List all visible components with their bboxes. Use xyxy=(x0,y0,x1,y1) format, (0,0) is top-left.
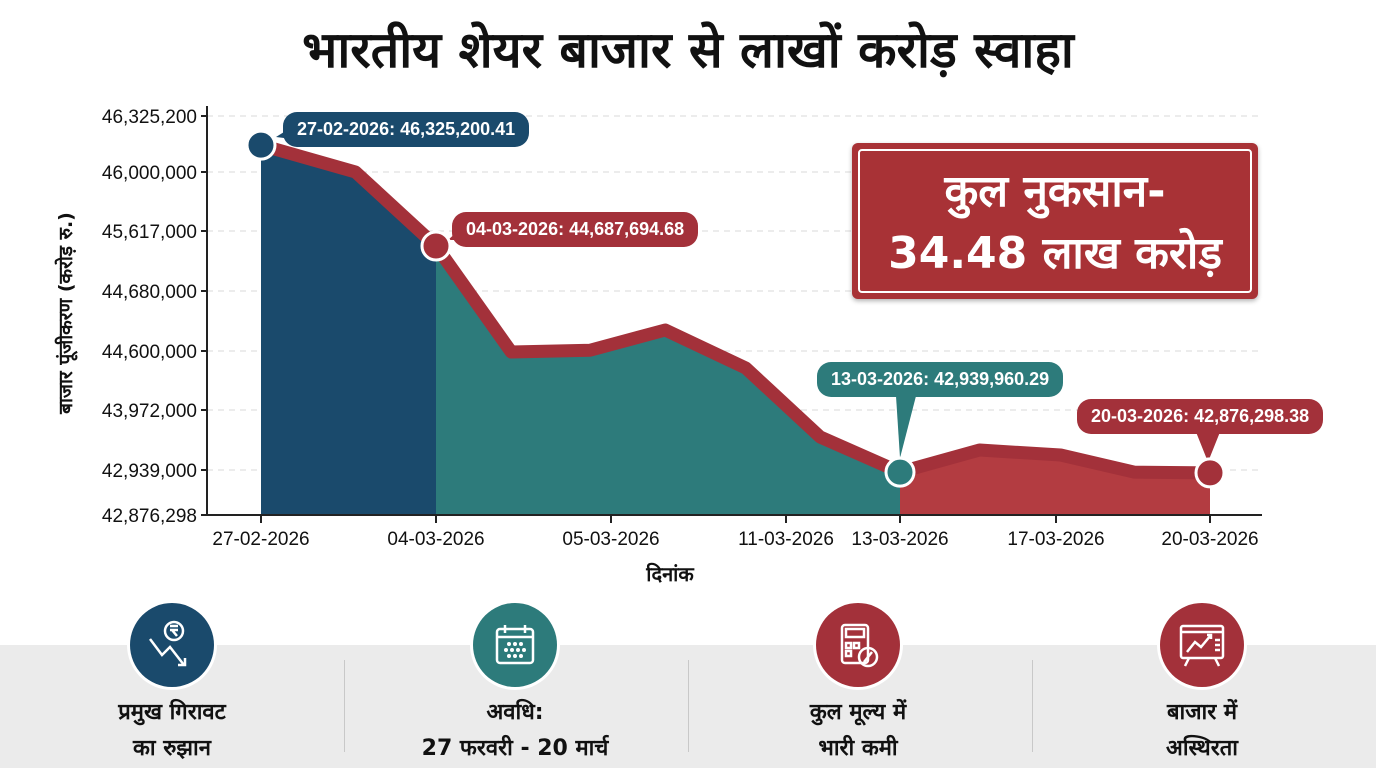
annotation-27-02: 27-02-2026: 46,325,200.41 xyxy=(283,112,530,147)
annotation-13-03: 13-03-2026: 42,939,960.29 xyxy=(817,362,1064,397)
y-tick-label: 45,617,000 xyxy=(102,222,197,243)
feature-line1: कुल मूल्य में xyxy=(809,700,907,725)
calculator-percent-icon xyxy=(816,603,900,687)
rupee-down-trend-icon xyxy=(130,603,214,687)
data-marker xyxy=(884,456,916,488)
feature-period: अवधि: 27 फरवरी - 20 मार्च xyxy=(365,603,665,767)
feature-line1: प्रमुख गिरावट xyxy=(118,700,226,725)
x-tick-label: 17-03-2026 xyxy=(1007,529,1104,550)
data-marker xyxy=(420,230,452,262)
feature-line1: बाजार में xyxy=(1166,700,1238,725)
total-loss-line2: 34.48 लाख करोड़ xyxy=(888,228,1222,279)
page-title: भारतीय शेयर बाजार से लाखों करोड़ स्वाहा xyxy=(302,21,1074,79)
y-tick-label: 44,600,000 xyxy=(102,342,197,363)
divider xyxy=(344,660,345,752)
data-marker xyxy=(245,129,277,161)
y-tick-label: 46,325,200 xyxy=(102,107,197,128)
feature-line2: 27 फरवरी - 20 मार्च xyxy=(421,736,609,761)
area-segment xyxy=(261,145,436,515)
y-tick-label: 42,939,000 xyxy=(102,461,197,482)
callout-pointer xyxy=(1196,432,1220,462)
annotation-04-03: 04-03-2026: 44,687,694.68 xyxy=(452,212,699,247)
total-loss-line1: कुल नुकसान- xyxy=(944,166,1166,217)
y-tick-label: 44,680,000 xyxy=(102,282,197,303)
y-axis-label: बाजार पूंजीकरण (करोड़ रु.) xyxy=(55,212,77,414)
x-tick-label: 05-03-2026 xyxy=(562,529,659,550)
area-segment xyxy=(436,245,900,515)
x-tick-label: 20-03-2026 xyxy=(1161,529,1258,550)
area-chart: 46,325,200 46,000,000 45,617,000 44,680,000… xyxy=(102,106,1262,550)
data-marker xyxy=(1194,457,1226,489)
x-tick-label: 27-02-2026 xyxy=(212,529,309,550)
feature-decline-trend: प्रमुख गिरावट का रुझान xyxy=(22,603,322,767)
feature-volatility: बाजार में अस्थिरता xyxy=(1052,603,1352,767)
x-axis-label: दिनांक xyxy=(646,562,694,586)
feature-line2: भारी कमी xyxy=(818,736,898,761)
annotation-20-03: 20-03-2026: 42,876,298.38 xyxy=(1077,399,1324,434)
feature-line1: अवधि: xyxy=(486,700,544,725)
x-tick-label: 13-03-2026 xyxy=(851,529,948,550)
total-loss-box: कुल नुकसान- 34.48 लाख करोड़ xyxy=(852,143,1258,299)
area-segment xyxy=(900,450,1210,515)
callout-pointer xyxy=(896,396,916,458)
x-tick-label: 04-03-2026 xyxy=(387,529,484,550)
divider xyxy=(688,660,689,752)
y-tick-label: 43,972,000 xyxy=(102,401,197,422)
y-tick-label: 42,876,298 xyxy=(102,506,197,527)
feature-value-drop: कुल मूल्य में भारी कमी xyxy=(708,603,1008,767)
chart-board-icon xyxy=(1160,603,1244,687)
feature-line2: अस्थिरता xyxy=(1166,736,1238,761)
calendar-icon xyxy=(473,603,557,687)
y-tick-label: 46,000,000 xyxy=(102,163,197,184)
x-tick-label: 11-03-2026 xyxy=(738,529,834,550)
divider xyxy=(1032,660,1033,752)
feature-line2: का रुझान xyxy=(133,736,211,761)
